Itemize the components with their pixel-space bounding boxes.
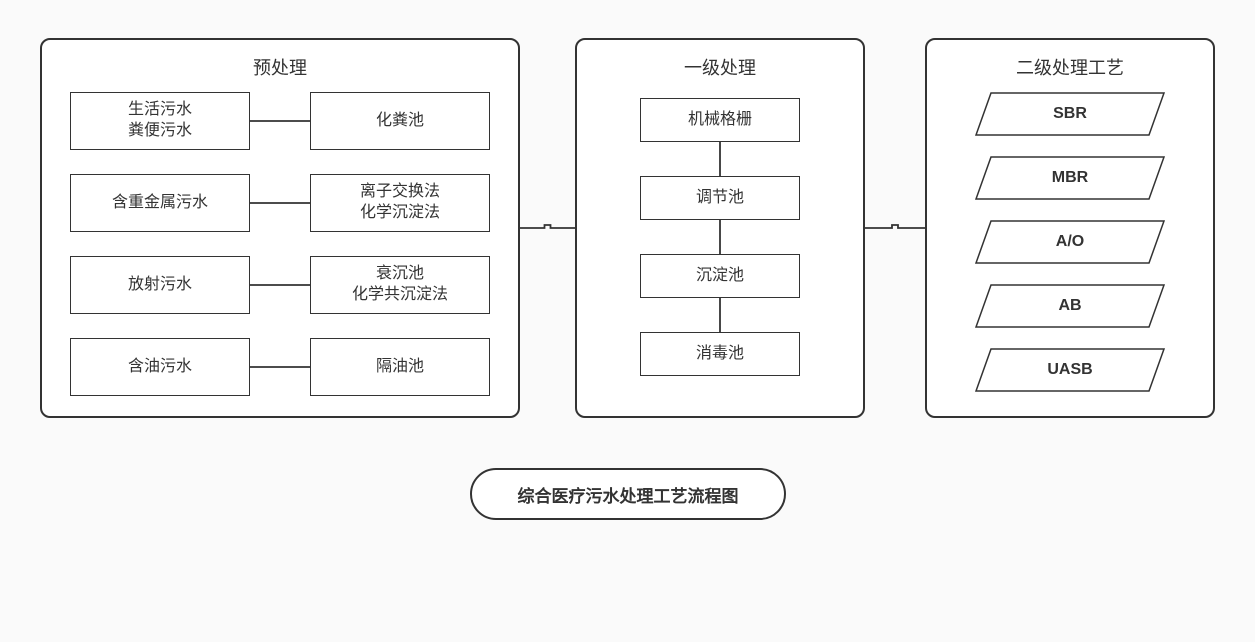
pre-source-3: 含油污水 — [70, 338, 250, 396]
pre-source-2: 放射污水 — [70, 256, 250, 314]
panel-pretreatment-title: 预处理 — [42, 54, 518, 80]
secondary-item-3: AB — [975, 284, 1165, 328]
pre-source-1: 含重金属污水 — [70, 174, 250, 232]
primary-step-2: 沉淀池 — [640, 254, 800, 298]
panel-secondary-title: 二级处理工艺 — [927, 54, 1213, 80]
flowchart-canvas: 预处理 一级处理 二级处理工艺 综合医疗污水处理工艺流程图 生活污水 粪便污水 化… — [0, 0, 1255, 642]
diagram-caption-text: 综合医疗污水处理工艺流程图 — [518, 482, 739, 507]
pre-source-0: 生活污水 粪便污水 — [70, 92, 250, 150]
primary-step-3: 消毒池 — [640, 332, 800, 376]
secondary-item-1: MBR — [975, 156, 1165, 200]
secondary-item-4: UASB — [975, 348, 1165, 392]
primary-step-0: 机械格栅 — [640, 98, 800, 142]
primary-step-1: 调节池 — [640, 176, 800, 220]
panel-primary-title: 一级处理 — [577, 54, 863, 80]
pre-method-0: 化粪池 — [310, 92, 490, 150]
pre-method-3: 隔油池 — [310, 338, 490, 396]
secondary-item-0: SBR — [975, 92, 1165, 136]
pre-method-1: 离子交换法 化学沉淀法 — [310, 174, 490, 232]
pre-method-2: 衰沉池 化学共沉淀法 — [310, 256, 490, 314]
diagram-caption: 综合医疗污水处理工艺流程图 — [470, 468, 786, 520]
secondary-item-2: A/O — [975, 220, 1165, 264]
